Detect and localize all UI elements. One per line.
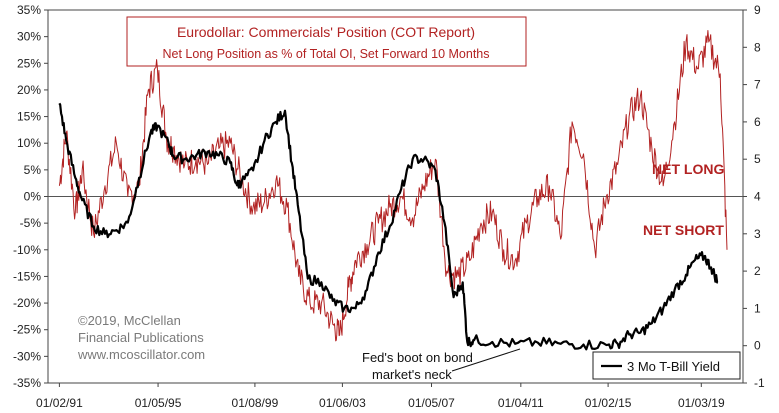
right-tick-label: 6 — [754, 115, 761, 129]
x-tick-label: 01/02/15 — [585, 396, 632, 410]
chart-subtitle: Net Long Position as % of Total OI, Set … — [162, 47, 489, 61]
left-tick-label: 0% — [24, 190, 42, 204]
credit-line-1: ©2019, McClellan — [78, 313, 181, 328]
right-tick-label: 0 — [754, 339, 761, 353]
chart-title: Eurodollar: Commercials' Position (COT R… — [177, 24, 475, 40]
note-line-2: market's neck — [372, 367, 452, 382]
right-axis: 9 8 7 6 5 4 3 2 1 0 -1 — [743, 3, 765, 390]
title-box — [126, 16, 527, 67]
credit-line-3: www.mcoscillator.com — [77, 347, 205, 362]
left-tick-label: -20% — [13, 296, 41, 310]
series-line-tbill — [58, 102, 719, 351]
x-tick-label: 01/05/95 — [135, 396, 182, 410]
net-long-label: NET LONG — [652, 161, 724, 177]
left-tick-label: 30% — [17, 30, 41, 44]
left-tick-label: 25% — [17, 56, 41, 70]
x-tick-label: 01/02/91 — [36, 396, 83, 410]
right-tick-label: 8 — [754, 40, 761, 54]
left-tick-label: -10% — [13, 243, 41, 257]
left-tick-label: 5% — [24, 163, 42, 177]
left-tick-label: 10% — [17, 136, 41, 150]
x-tick-label: 01/03/19 — [678, 396, 725, 410]
left-tick-label: -35% — [13, 376, 41, 390]
left-tick-label: 20% — [17, 83, 41, 97]
x-axis: 01/02/91 01/05/95 01/08/99 01/06/03 01/05/07… — [36, 383, 725, 410]
right-tick-label: 9 — [754, 3, 761, 17]
right-tick-label: 4 — [754, 190, 761, 204]
left-tick-label: 35% — [17, 3, 41, 17]
credit-line-2: Financial Publications — [78, 330, 204, 345]
right-tick-label: 2 — [754, 264, 761, 278]
x-tick-label: 01/05/07 — [408, 396, 455, 410]
left-tick-label: 15% — [17, 110, 41, 124]
right-tick-label: -1 — [754, 376, 765, 390]
left-axis: 35% 30% 25% 20% 15% 10% 5% 0% -5% -10% -15% -20% -25… — [13, 3, 48, 390]
x-tick-label: 01/04/11 — [498, 396, 544, 410]
right-tick-label: 1 — [754, 301, 761, 315]
right-tick-label: 5 — [754, 152, 761, 166]
note-line-1: Fed's boot on bond — [362, 350, 473, 365]
right-tick-label: 3 — [754, 227, 761, 241]
net-short-label: NET SHORT — [643, 222, 724, 238]
left-tick-label: -25% — [13, 323, 41, 337]
legend-label-tbill: 3 Mo T-Bill Yield — [627, 359, 720, 374]
left-tick-label: -30% — [13, 349, 41, 363]
right-tick-label: 7 — [754, 78, 761, 92]
note-pointer — [451, 348, 521, 372]
x-tick-label: 01/06/03 — [319, 396, 366, 410]
series-line-commercials — [58, 30, 728, 342]
x-tick-label: 01/08/99 — [232, 396, 279, 410]
left-tick-label: -15% — [13, 269, 41, 283]
left-tick-label: -5% — [20, 216, 42, 230]
